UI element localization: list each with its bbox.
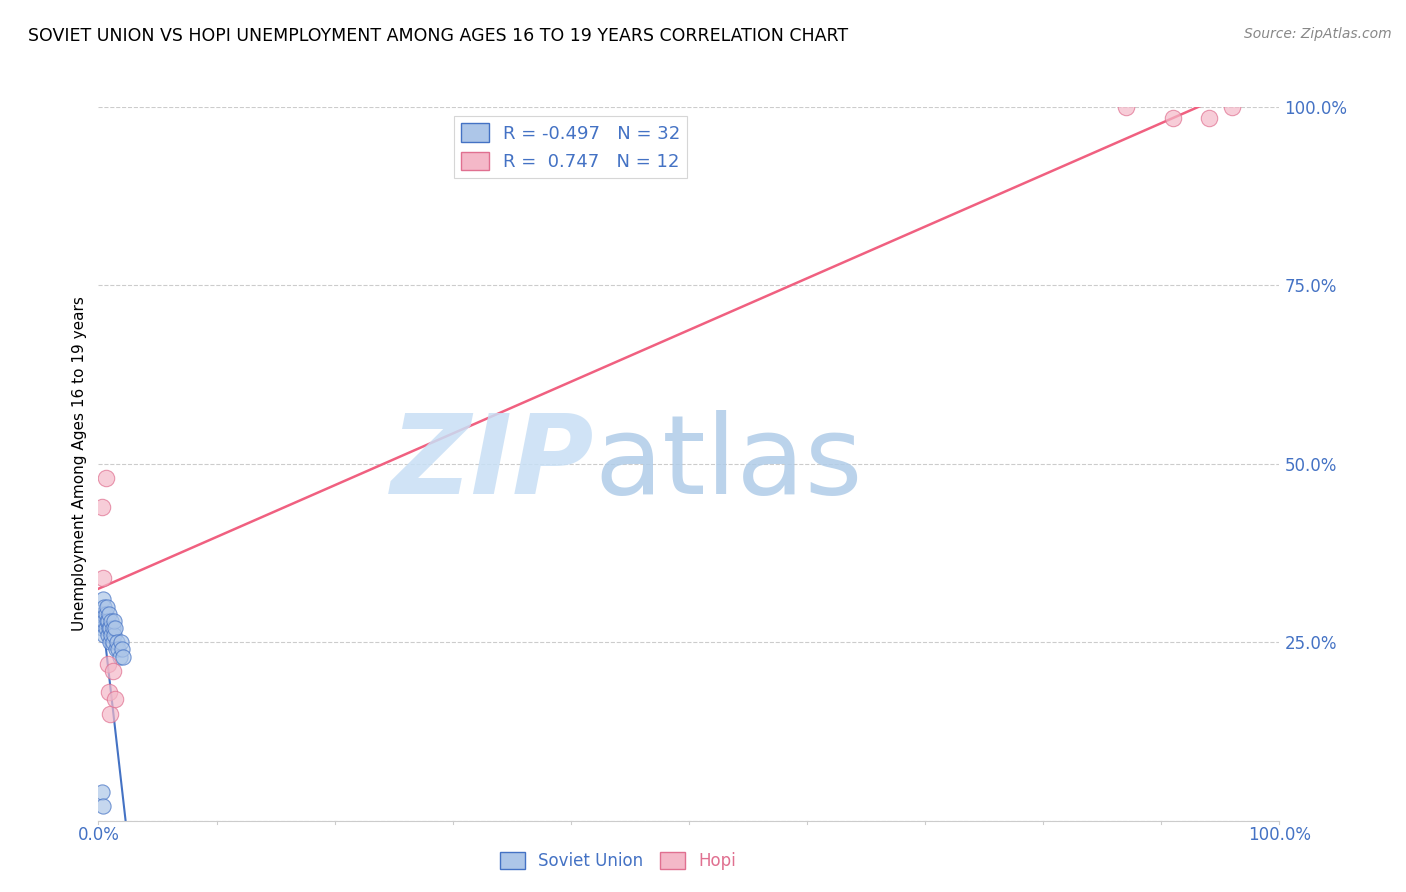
Point: [112, 649, 135, 664]
Point: [104, 621, 127, 635]
Point: [98, 607, 121, 621]
Point: [1115, 100, 1137, 114]
Point: [98, 621, 121, 635]
Point: [91, 785, 114, 799]
Point: [101, 664, 124, 678]
Point: [98, 635, 121, 649]
Point: [96, 599, 118, 614]
Point: [94, 621, 117, 635]
Point: [93, 628, 115, 642]
Point: [1198, 111, 1220, 125]
Point: [97, 628, 120, 642]
Point: [103, 614, 125, 628]
Text: ZIP: ZIP: [391, 410, 595, 517]
Point: [91, 500, 114, 514]
Point: [110, 635, 132, 649]
Point: [94, 471, 117, 485]
Point: [111, 642, 134, 657]
Y-axis label: Unemployment Among Ages 16 to 19 years: Unemployment Among Ages 16 to 19 years: [72, 296, 87, 632]
Point: [104, 692, 127, 706]
Point: [93, 614, 115, 628]
Point: [103, 628, 125, 642]
Point: [100, 628, 122, 642]
Point: [91, 799, 114, 814]
Point: [108, 649, 131, 664]
Point: [1161, 111, 1184, 125]
Point: [98, 706, 121, 721]
Point: [1220, 100, 1243, 114]
Point: [98, 685, 121, 699]
Point: [97, 614, 120, 628]
Text: SOVIET UNION VS HOPI UNEMPLOYMENT AMONG AGES 16 TO 19 YEARS CORRELATION CHART: SOVIET UNION VS HOPI UNEMPLOYMENT AMONG …: [28, 27, 848, 45]
Legend: Soviet Union, Hopi: Soviet Union, Hopi: [494, 845, 742, 877]
Point: [91, 621, 114, 635]
Point: [97, 657, 120, 671]
Point: [101, 635, 124, 649]
Point: [105, 635, 128, 649]
Point: [107, 642, 129, 657]
Point: [101, 621, 124, 635]
Point: [105, 642, 128, 657]
Text: atlas: atlas: [595, 410, 863, 517]
Text: Source: ZipAtlas.com: Source: ZipAtlas.com: [1244, 27, 1392, 41]
Point: [91, 592, 114, 607]
Point: [93, 599, 115, 614]
Point: [98, 621, 121, 635]
Point: [100, 614, 122, 628]
Point: [91, 571, 114, 585]
Point: [94, 607, 117, 621]
Point: [96, 614, 118, 628]
Point: [91, 607, 114, 621]
